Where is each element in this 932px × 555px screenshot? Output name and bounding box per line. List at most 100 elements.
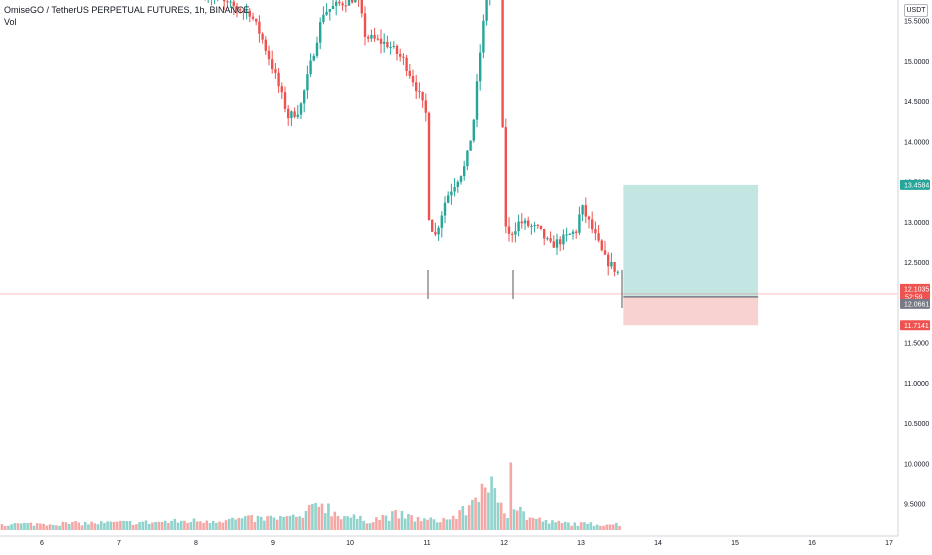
volume-bar [77,522,81,530]
volume-bar [458,510,461,530]
candle-body [610,262,613,267]
position-tool[interactable] [623,184,759,326]
volume-bar [384,515,388,530]
candle-body [546,238,549,240]
volume-bar [237,517,241,530]
volume-bar [211,520,215,530]
candle-body [405,57,408,71]
volume-bar [343,516,346,530]
volume-bar [80,525,84,530]
time-axis[interactable]: 6 7 8 9 10 11 12 13 14 15 16 17 [0,535,898,547]
candle-body [287,108,290,119]
volume-bar [234,519,237,530]
volume-bar [253,521,257,530]
volume-bar [375,517,378,530]
volume-bar [541,521,545,530]
volume-bar [291,514,295,530]
volume-bar [135,524,138,530]
volume-bar [432,519,436,530]
volume-bar [327,503,330,530]
candle-body [399,54,402,57]
candle-body [459,176,463,182]
price-tick-label: 9.5000 [904,502,926,509]
candle-body [223,0,226,2]
volume-bar [522,511,525,530]
candle-body [299,103,303,115]
volume-bar [103,522,106,530]
volume-bar [464,515,468,530]
candle-body [328,9,331,12]
volume-bar [317,506,321,530]
candle-body [431,219,434,232]
stop-zone [623,296,759,326]
volume-bar [29,522,33,530]
price-tick-label: 15.5000 [904,19,929,26]
volume-bar [71,521,74,530]
volume-bar [247,515,250,530]
time-tick-label: 14 [654,540,662,547]
volume-bar [528,517,532,530]
candle-body [607,254,610,267]
volume-bar [576,525,580,530]
candle-body [549,238,552,242]
volume-bar [570,525,573,530]
candle-body [373,34,376,39]
volume-bar [461,506,465,530]
volume-bar [314,502,317,530]
price-tick-label: 10.5000 [904,421,929,428]
last-price-label-bg [900,283,930,302]
volume-bar [615,522,618,530]
volume-bar [160,521,164,530]
volume-bar [304,510,308,530]
currency-badge[interactable]: USDT [904,4,928,17]
price-axis[interactable]: 15.500015.000014.500014.000013.500013.00… [897,0,929,536]
volume-bar [13,523,17,530]
candle-body [331,5,335,10]
volume-bar [285,516,289,530]
volume-bar [349,517,353,530]
volume-bar [512,509,516,530]
volume-bar [186,522,189,530]
volume-bar [599,525,602,530]
target-price-label-bg [900,179,930,190]
volume-bar [240,518,244,530]
volume-bar [509,462,513,530]
volume-bar [215,522,218,530]
volume-indicator-label[interactable]: Vol [4,17,17,27]
volume-bar [163,520,167,530]
candle-body [427,112,431,220]
volume-bar [19,523,23,530]
volume-bar [410,515,413,530]
volume-bar [42,523,45,530]
candle-body [616,271,619,273]
volume-bar [579,522,583,530]
volume-bar [183,520,186,530]
volume-bar [3,525,7,530]
volume-bar [154,521,157,530]
volume-bar [208,523,212,530]
candle-body [543,229,546,239]
volume-bar [407,513,410,530]
volume-bar [602,525,605,530]
candle-body [303,90,306,104]
last-price-label: 12.1035 [904,286,929,293]
candle-body [322,14,325,23]
volume-bar [531,517,535,530]
candle-body [504,127,507,227]
symbol-title[interactable]: OmiseGO / TetherUS PERPETUAL FUTURES, 1h… [4,5,250,15]
volume-bar [381,514,385,530]
volume-bar [288,515,292,530]
candle-body [232,1,235,7]
target-price-label: 13.4584 [904,182,929,189]
volume-bar [109,521,113,530]
candle-body [584,205,587,217]
volume-bar [525,519,529,530]
price-tick-label: 14.5000 [904,99,929,106]
candle-body [594,229,597,234]
volume-bar [170,520,173,530]
volume-bar [23,522,26,530]
volume-bar [279,515,282,530]
volume-bar [352,514,356,530]
